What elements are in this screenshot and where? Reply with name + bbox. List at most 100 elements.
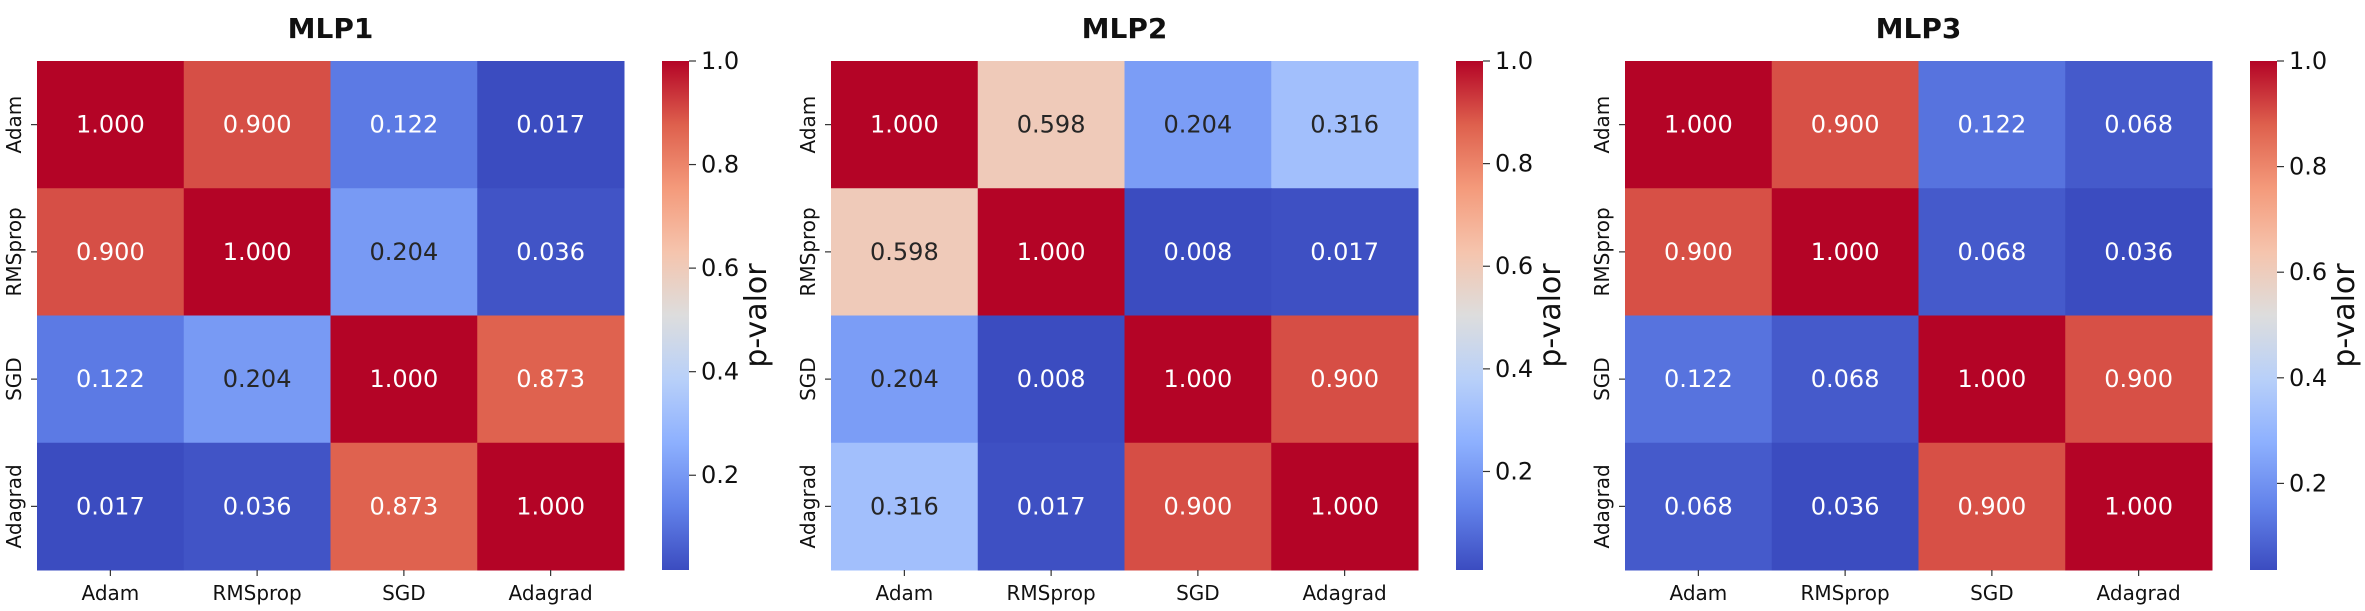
cell-value-label: 0.008 bbox=[1017, 365, 1086, 393]
cell-value-label: 1.000 bbox=[1811, 238, 1880, 266]
heatmap-cell bbox=[477, 442, 625, 571]
colorbar bbox=[2250, 61, 2277, 570]
cell-value-label: 0.036 bbox=[1811, 492, 1880, 520]
x-tick-label: Adam bbox=[1669, 581, 1727, 605]
cell-value-label: 0.204 bbox=[870, 365, 939, 393]
heatmap-cell bbox=[1124, 442, 1272, 571]
heatmap-cell bbox=[2065, 442, 2213, 571]
heatmap-cell bbox=[330, 61, 478, 189]
x-tick-label: Adam bbox=[81, 581, 139, 605]
heatmap-cell bbox=[183, 442, 331, 571]
x-tick-label: RMSprop bbox=[1006, 581, 1095, 605]
cell-value-label: 0.316 bbox=[870, 492, 939, 520]
cell-value-label: 1.000 bbox=[1958, 365, 2027, 393]
cell-value-label: 1.000 bbox=[870, 111, 939, 139]
heatmap-cell bbox=[1771, 442, 1919, 571]
cell-value-label: 0.598 bbox=[870, 238, 939, 266]
heatmap-cell bbox=[831, 61, 979, 189]
heatmap-cell bbox=[37, 442, 185, 571]
y-tick-label: Adam bbox=[796, 96, 820, 154]
colorbar-label: p-valor bbox=[2327, 263, 2362, 368]
heatmap-cell bbox=[37, 188, 185, 316]
heatmap-cell bbox=[977, 188, 1125, 316]
colorbar-tick-label: 0.6 bbox=[701, 254, 739, 282]
y-tick-label: SGD bbox=[796, 357, 820, 401]
cell-value-label: 1.000 bbox=[223, 238, 292, 266]
heatmap-cell bbox=[1771, 188, 1919, 316]
cell-value-label: 0.204 bbox=[223, 365, 292, 393]
colorbar bbox=[1456, 61, 1483, 570]
heatmap-panel-1: MLP1 1.000 0.900 0.122 0.017 0.900 1.000 0.204 0… bbox=[2, 12, 774, 605]
cell-value-label: 0.122 bbox=[76, 365, 145, 393]
heatmap-cell bbox=[1625, 442, 1773, 571]
cell-value-label: 0.900 bbox=[1811, 111, 1880, 139]
colorbar-tick-label: 0.6 bbox=[2289, 258, 2327, 286]
cell-value-label: 0.068 bbox=[1664, 492, 1733, 520]
heatmap-cell bbox=[477, 315, 625, 444]
heatmap-cell bbox=[1124, 188, 1272, 316]
colorbar-tick-label: 0.6 bbox=[1495, 252, 1533, 280]
heatmap-cell bbox=[1124, 61, 1272, 189]
heatmap-cell bbox=[330, 188, 478, 316]
heatmap-panel-2: MLP2 1.000 0.598 0.204 0.316 0.598 1.000 0.008 0… bbox=[796, 12, 1568, 605]
cell-value-label: 0.598 bbox=[1017, 111, 1086, 139]
x-tick-label: SGD bbox=[1176, 581, 1220, 605]
heatmap-cell bbox=[477, 61, 625, 189]
x-tick-label: Adagrad bbox=[2097, 581, 2181, 605]
heatmap-cell bbox=[1124, 315, 1272, 444]
colorbar bbox=[662, 61, 689, 570]
heatmap-cell bbox=[831, 442, 979, 571]
cell-value-label: 1.000 bbox=[1310, 492, 1379, 520]
x-tick-label: SGD bbox=[382, 581, 426, 605]
cell-value-label: 1.000 bbox=[516, 492, 585, 520]
colorbar-tick-label: 0.2 bbox=[2289, 469, 2327, 497]
colorbar-tick-label: 0.2 bbox=[701, 461, 739, 489]
y-tick-label: RMSprop bbox=[796, 207, 820, 296]
heatmap-cell bbox=[2065, 188, 2213, 316]
cell-value-label: 1.000 bbox=[370, 365, 439, 393]
heatmap-cell bbox=[1625, 188, 1773, 316]
colorbar-label: p-valor bbox=[1533, 263, 1568, 368]
heatmap-cell bbox=[2065, 315, 2213, 444]
heatmap-cell bbox=[1918, 61, 2066, 189]
heatmap-cell bbox=[37, 315, 185, 444]
heatmap-cell bbox=[1918, 442, 2066, 571]
colorbar-label: p-valor bbox=[739, 263, 774, 368]
y-tick-label: Adagrad bbox=[1590, 464, 1614, 548]
cell-value-label: 0.036 bbox=[516, 238, 585, 266]
heatmap-cell bbox=[183, 315, 331, 444]
cell-value-label: 0.900 bbox=[1664, 238, 1733, 266]
colorbar-tick-label: 1.0 bbox=[2289, 47, 2327, 75]
heatmap-panel-3: MLP3 1.000 0.900 0.122 0.068 0.900 1.000 0.068 0… bbox=[1590, 12, 2362, 605]
cell-value-label: 0.873 bbox=[516, 365, 585, 393]
cell-value-label: 0.068 bbox=[1958, 238, 2027, 266]
heatmap-cell bbox=[37, 61, 185, 189]
heatmap-cell bbox=[183, 188, 331, 316]
x-tick-label: Adagrad bbox=[1303, 581, 1387, 605]
cell-value-label: 0.036 bbox=[2104, 238, 2173, 266]
cell-value-label: 0.900 bbox=[76, 238, 145, 266]
heatmap-cell bbox=[2065, 61, 2213, 189]
x-tick-label: RMSprop bbox=[1800, 581, 1889, 605]
cell-value-label: 1.000 bbox=[2104, 492, 2173, 520]
heatmap-cell bbox=[1271, 61, 1419, 189]
cell-value-label: 1.000 bbox=[1017, 238, 1086, 266]
cell-value-label: 0.017 bbox=[1017, 492, 1086, 520]
colorbar-tick-label: 1.0 bbox=[1495, 47, 1533, 75]
colorbar-tick-label: 0.4 bbox=[1495, 355, 1533, 383]
heatmap-cell bbox=[1625, 315, 1773, 444]
cell-value-label: 0.068 bbox=[2104, 111, 2173, 139]
heatmap-cell bbox=[1771, 61, 1919, 189]
x-tick-label: Adam bbox=[875, 581, 933, 605]
y-tick-label: RMSprop bbox=[1590, 207, 1614, 296]
x-tick-label: Adagrad bbox=[509, 581, 593, 605]
colorbar-tick-label: 0.8 bbox=[701, 151, 739, 179]
x-tick-label: RMSprop bbox=[212, 581, 301, 605]
cell-value-label: 0.873 bbox=[370, 492, 439, 520]
cell-value-label: 1.000 bbox=[1664, 111, 1733, 139]
chart-title: MLP3 bbox=[1876, 12, 1962, 45]
cell-value-label: 0.017 bbox=[1310, 238, 1379, 266]
cell-value-label: 0.017 bbox=[76, 492, 145, 520]
cell-value-label: 0.900 bbox=[223, 111, 292, 139]
